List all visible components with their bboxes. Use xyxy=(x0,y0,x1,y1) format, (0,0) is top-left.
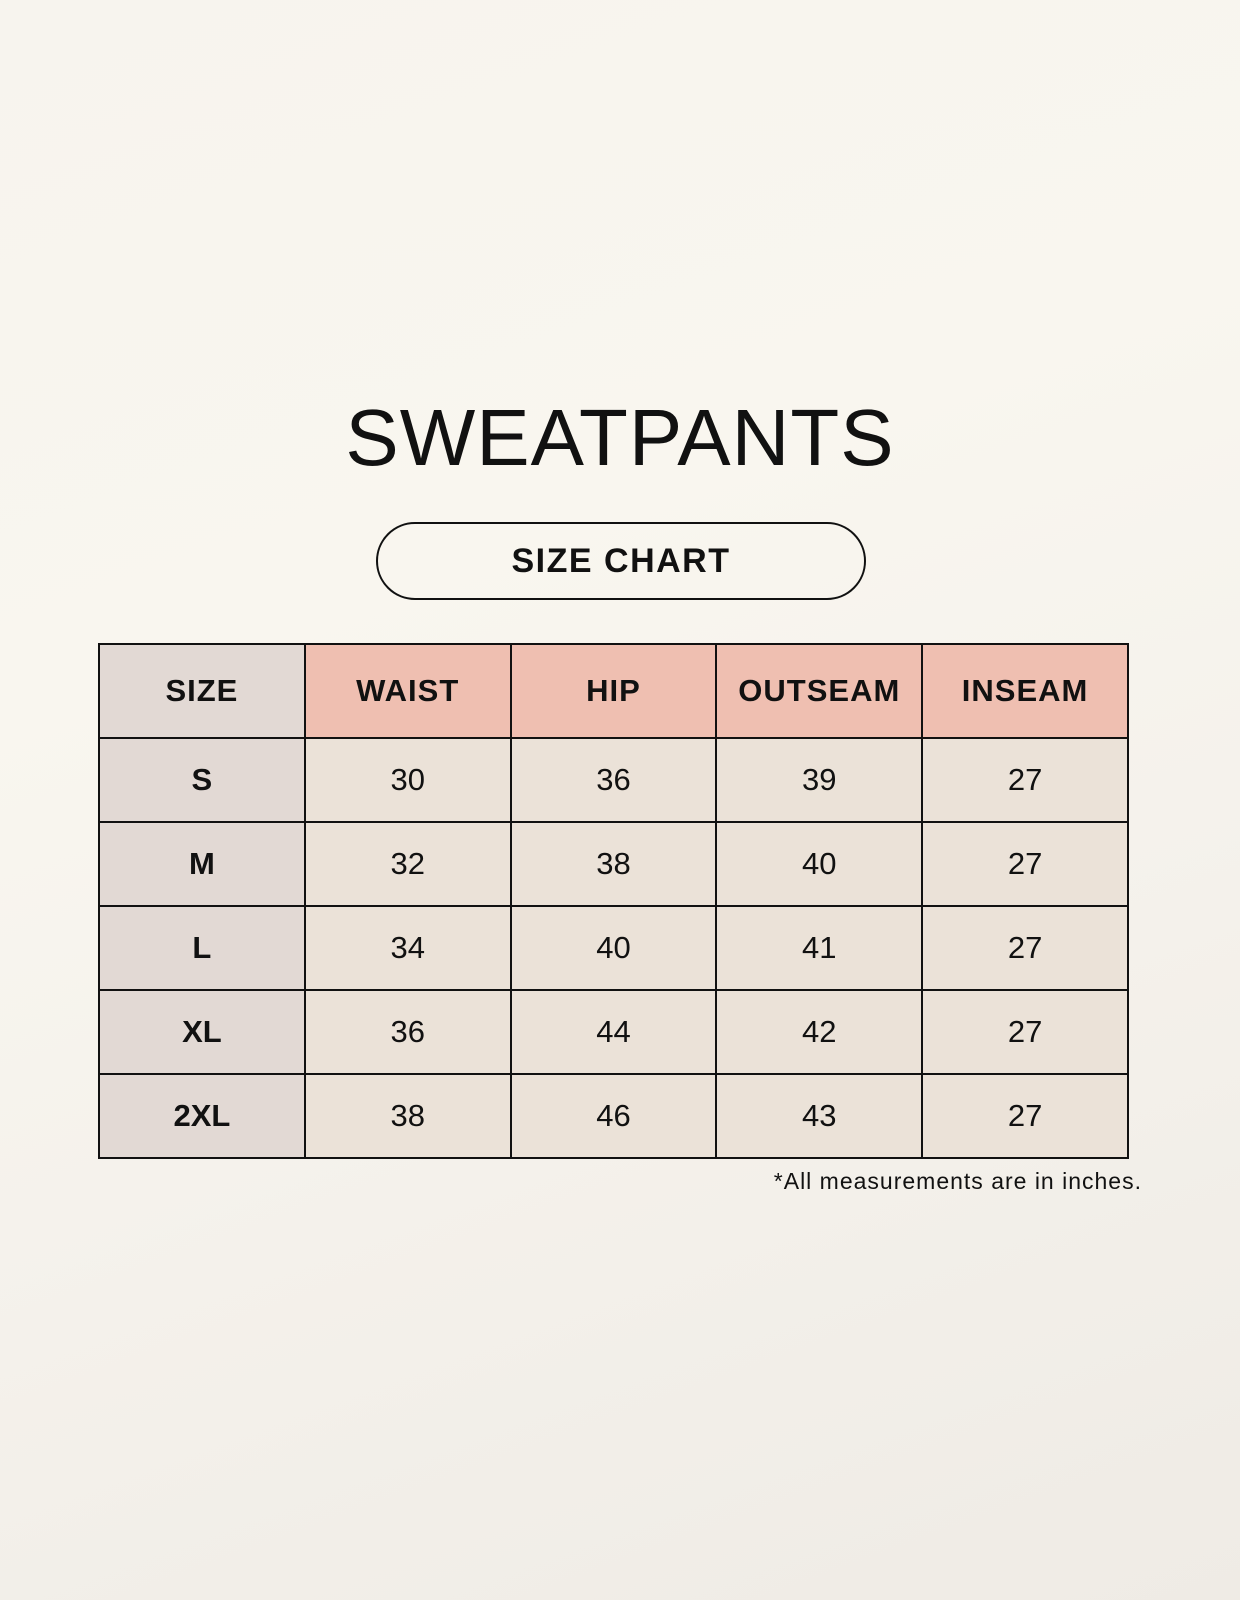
measurement-cell: 34 xyxy=(303,905,512,991)
header-hip: HIP xyxy=(509,643,718,739)
measurement-note: *All measurements are in inches. xyxy=(773,1168,1142,1194)
measurement-cell: 36 xyxy=(509,737,718,823)
measurement-cell: 41 xyxy=(715,905,924,991)
measurement-cell: 27 xyxy=(921,905,1129,991)
measurement-cell: 42 xyxy=(715,989,924,1075)
measurement-cell: 38 xyxy=(509,821,718,907)
size-cell: XL xyxy=(98,989,306,1075)
size-cell: S xyxy=(98,737,306,823)
table-row: M 32 38 40 27 xyxy=(98,821,1129,907)
size-chart-badge: SIZE CHART xyxy=(376,522,866,600)
measurement-cell: 36 xyxy=(303,989,512,1075)
table-row: 2XL 38 46 43 27 xyxy=(98,1073,1129,1159)
measurement-cell: 43 xyxy=(715,1073,924,1159)
size-cell: 2XL xyxy=(98,1073,306,1159)
header-inseam: INSEAM xyxy=(921,643,1129,739)
measurement-cell: 40 xyxy=(509,905,718,991)
measurement-cell: 27 xyxy=(921,821,1129,907)
header-size: SIZE xyxy=(98,643,306,739)
table-row: XL 36 44 42 27 xyxy=(98,989,1129,1075)
header-waist: WAIST xyxy=(303,643,512,739)
size-cell: M xyxy=(98,821,306,907)
page-title: SWEATPANTS xyxy=(345,393,895,482)
measurement-cell: 40 xyxy=(715,821,924,907)
measurement-cell: 39 xyxy=(715,737,924,823)
table-header-row: SIZE WAIST HIP OUTSEAM INSEAM xyxy=(98,643,1129,739)
size-table: SIZE WAIST HIP OUTSEAM INSEAM S 30 36 39 27 M… xyxy=(98,643,1129,1159)
table-row: L 34 40 41 27 xyxy=(98,905,1129,991)
size-cell: L xyxy=(98,905,306,991)
table-row: S 30 36 39 27 xyxy=(98,737,1129,823)
measurement-cell: 32 xyxy=(303,821,512,907)
measurement-cell: 30 xyxy=(303,737,512,823)
measurement-cell: 38 xyxy=(303,1073,512,1159)
measurement-cell: 27 xyxy=(921,989,1129,1075)
measurement-cell: 27 xyxy=(921,737,1129,823)
measurement-cell: 27 xyxy=(921,1073,1129,1159)
measurement-cell: 46 xyxy=(509,1073,718,1159)
measurement-cell: 44 xyxy=(509,989,718,1075)
header-outseam: OUTSEAM xyxy=(715,643,924,739)
